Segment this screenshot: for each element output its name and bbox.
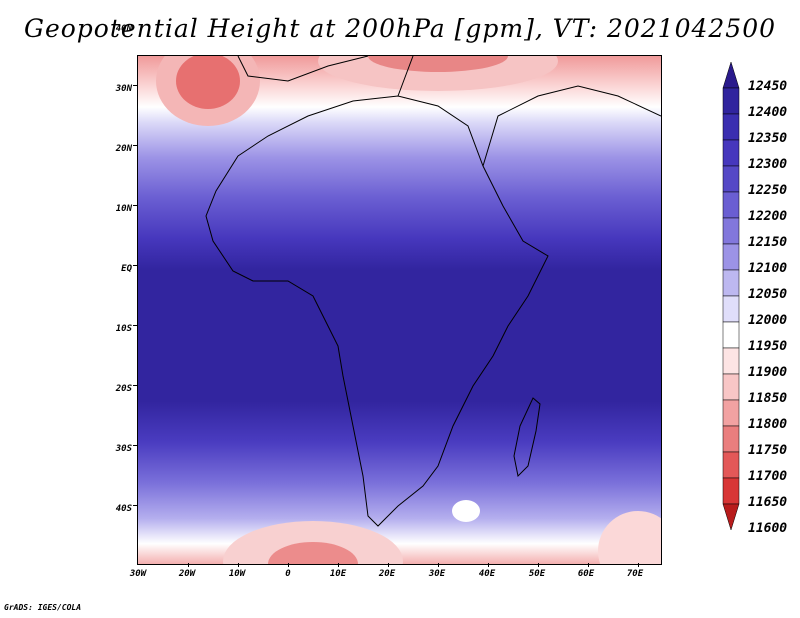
colorbar-segment [722,243,740,271]
colorbar-label: 12050 [748,287,788,302]
lon-tick [588,563,589,567]
colorbar-segment [722,477,740,505]
lon-label: 10W [228,569,246,579]
lon-tick [288,563,289,567]
low-core-mediterranean [368,56,508,72]
colorbar-segment [722,139,740,167]
colorbar-label: 12000 [748,313,788,328]
colorbar-label: 11600 [748,521,788,536]
colorbar-segment [722,113,740,141]
lat-label: 40S [115,504,132,514]
chart-title: Geopotential Height at 200hPa [gpm], VT:… [23,14,777,43]
lon-label: 60E [577,569,595,579]
europe-coastline [237,56,369,82]
lat-label: 10N [115,204,132,214]
colorbar-segment [722,451,740,479]
lon-tick [538,563,539,567]
lon-tick [238,563,239,567]
lon-tick [488,563,489,567]
colorbar-overflow-arrow [722,62,740,89]
map-panel [137,55,662,565]
lat-tick [133,145,137,146]
height-field [138,56,661,564]
lat-label: 20S [115,384,132,394]
lat-tick [133,85,137,86]
high-spot-southeast-africa [452,500,480,522]
colorbar-segment [722,295,740,323]
colorbar-segment [722,425,740,453]
lon-label: 50E [528,569,546,579]
arabia-coastline [397,56,661,167]
lat-label: 30N [115,84,132,94]
lon-label: 30W [129,569,147,579]
lon-tick [638,563,639,567]
lon-label: 30E [428,569,446,579]
colorbar-label: 12250 [748,183,788,198]
colorbar-label: 12350 [748,131,788,146]
low-center-southeast [598,511,661,564]
colorbar-label: 12450 [748,79,788,94]
colorbar-label: 11700 [748,469,788,484]
colorbar-label: 11650 [748,495,788,510]
africa-coastline [205,95,549,527]
lat-label: EQ [121,264,132,274]
colorbar-label: 12400 [748,105,788,120]
colorbar-label: 12300 [748,157,788,172]
colorbar-segment [722,373,740,401]
colorbar-label: 11750 [748,443,788,458]
lon-tick [338,563,339,567]
lon-label: 70E [626,569,644,579]
lat-tick [133,505,137,506]
lat-tick [133,265,137,266]
colorbar-segment [722,87,740,115]
colorbar-underflow-arrow [722,503,740,531]
lon-label: 20E [378,569,396,579]
colorbar-label: 12100 [748,261,788,276]
lon-label: 0 [285,569,291,579]
colorbar-label: 11850 [748,391,788,406]
lon-tick [188,563,189,567]
credit-text: GrADS: IGES/COLA [4,603,82,612]
geopotential-map [138,56,661,564]
lon-label: 40E [478,569,496,579]
lon-tick [388,563,389,567]
lat-tick [133,385,137,386]
colorbar-label: 12200 [748,209,788,224]
lat-tick [133,325,137,326]
lat-label: 30S [115,444,132,454]
lat-label: 10S [115,324,132,334]
colorbar-segment [722,399,740,427]
colorbar-segment [722,347,740,375]
colorbar [722,62,740,531]
lat-label: 40N [115,24,132,34]
colorbar-segment [722,165,740,193]
colorbar-segment [722,191,740,219]
low-core-south-atlantic [268,542,358,564]
low-core-northwest [176,56,240,109]
colorbar-segment [722,217,740,245]
lat-label: 20N [115,144,132,154]
lat-tick [133,445,137,446]
colorbar-segment [722,269,740,297]
lon-label: 20W [178,569,196,579]
colorbar-label: 12150 [748,235,788,250]
colorbar-label: 11900 [748,365,788,380]
colorbar-label: 11950 [748,339,788,354]
madagascar-outline [513,397,541,478]
lat-tick [133,205,137,206]
lon-tick [438,563,439,567]
low-center-mediterranean [318,56,558,91]
colorbar-label: 11800 [748,417,788,432]
lon-label: 10E [329,569,347,579]
colorbar-segment [722,321,740,349]
